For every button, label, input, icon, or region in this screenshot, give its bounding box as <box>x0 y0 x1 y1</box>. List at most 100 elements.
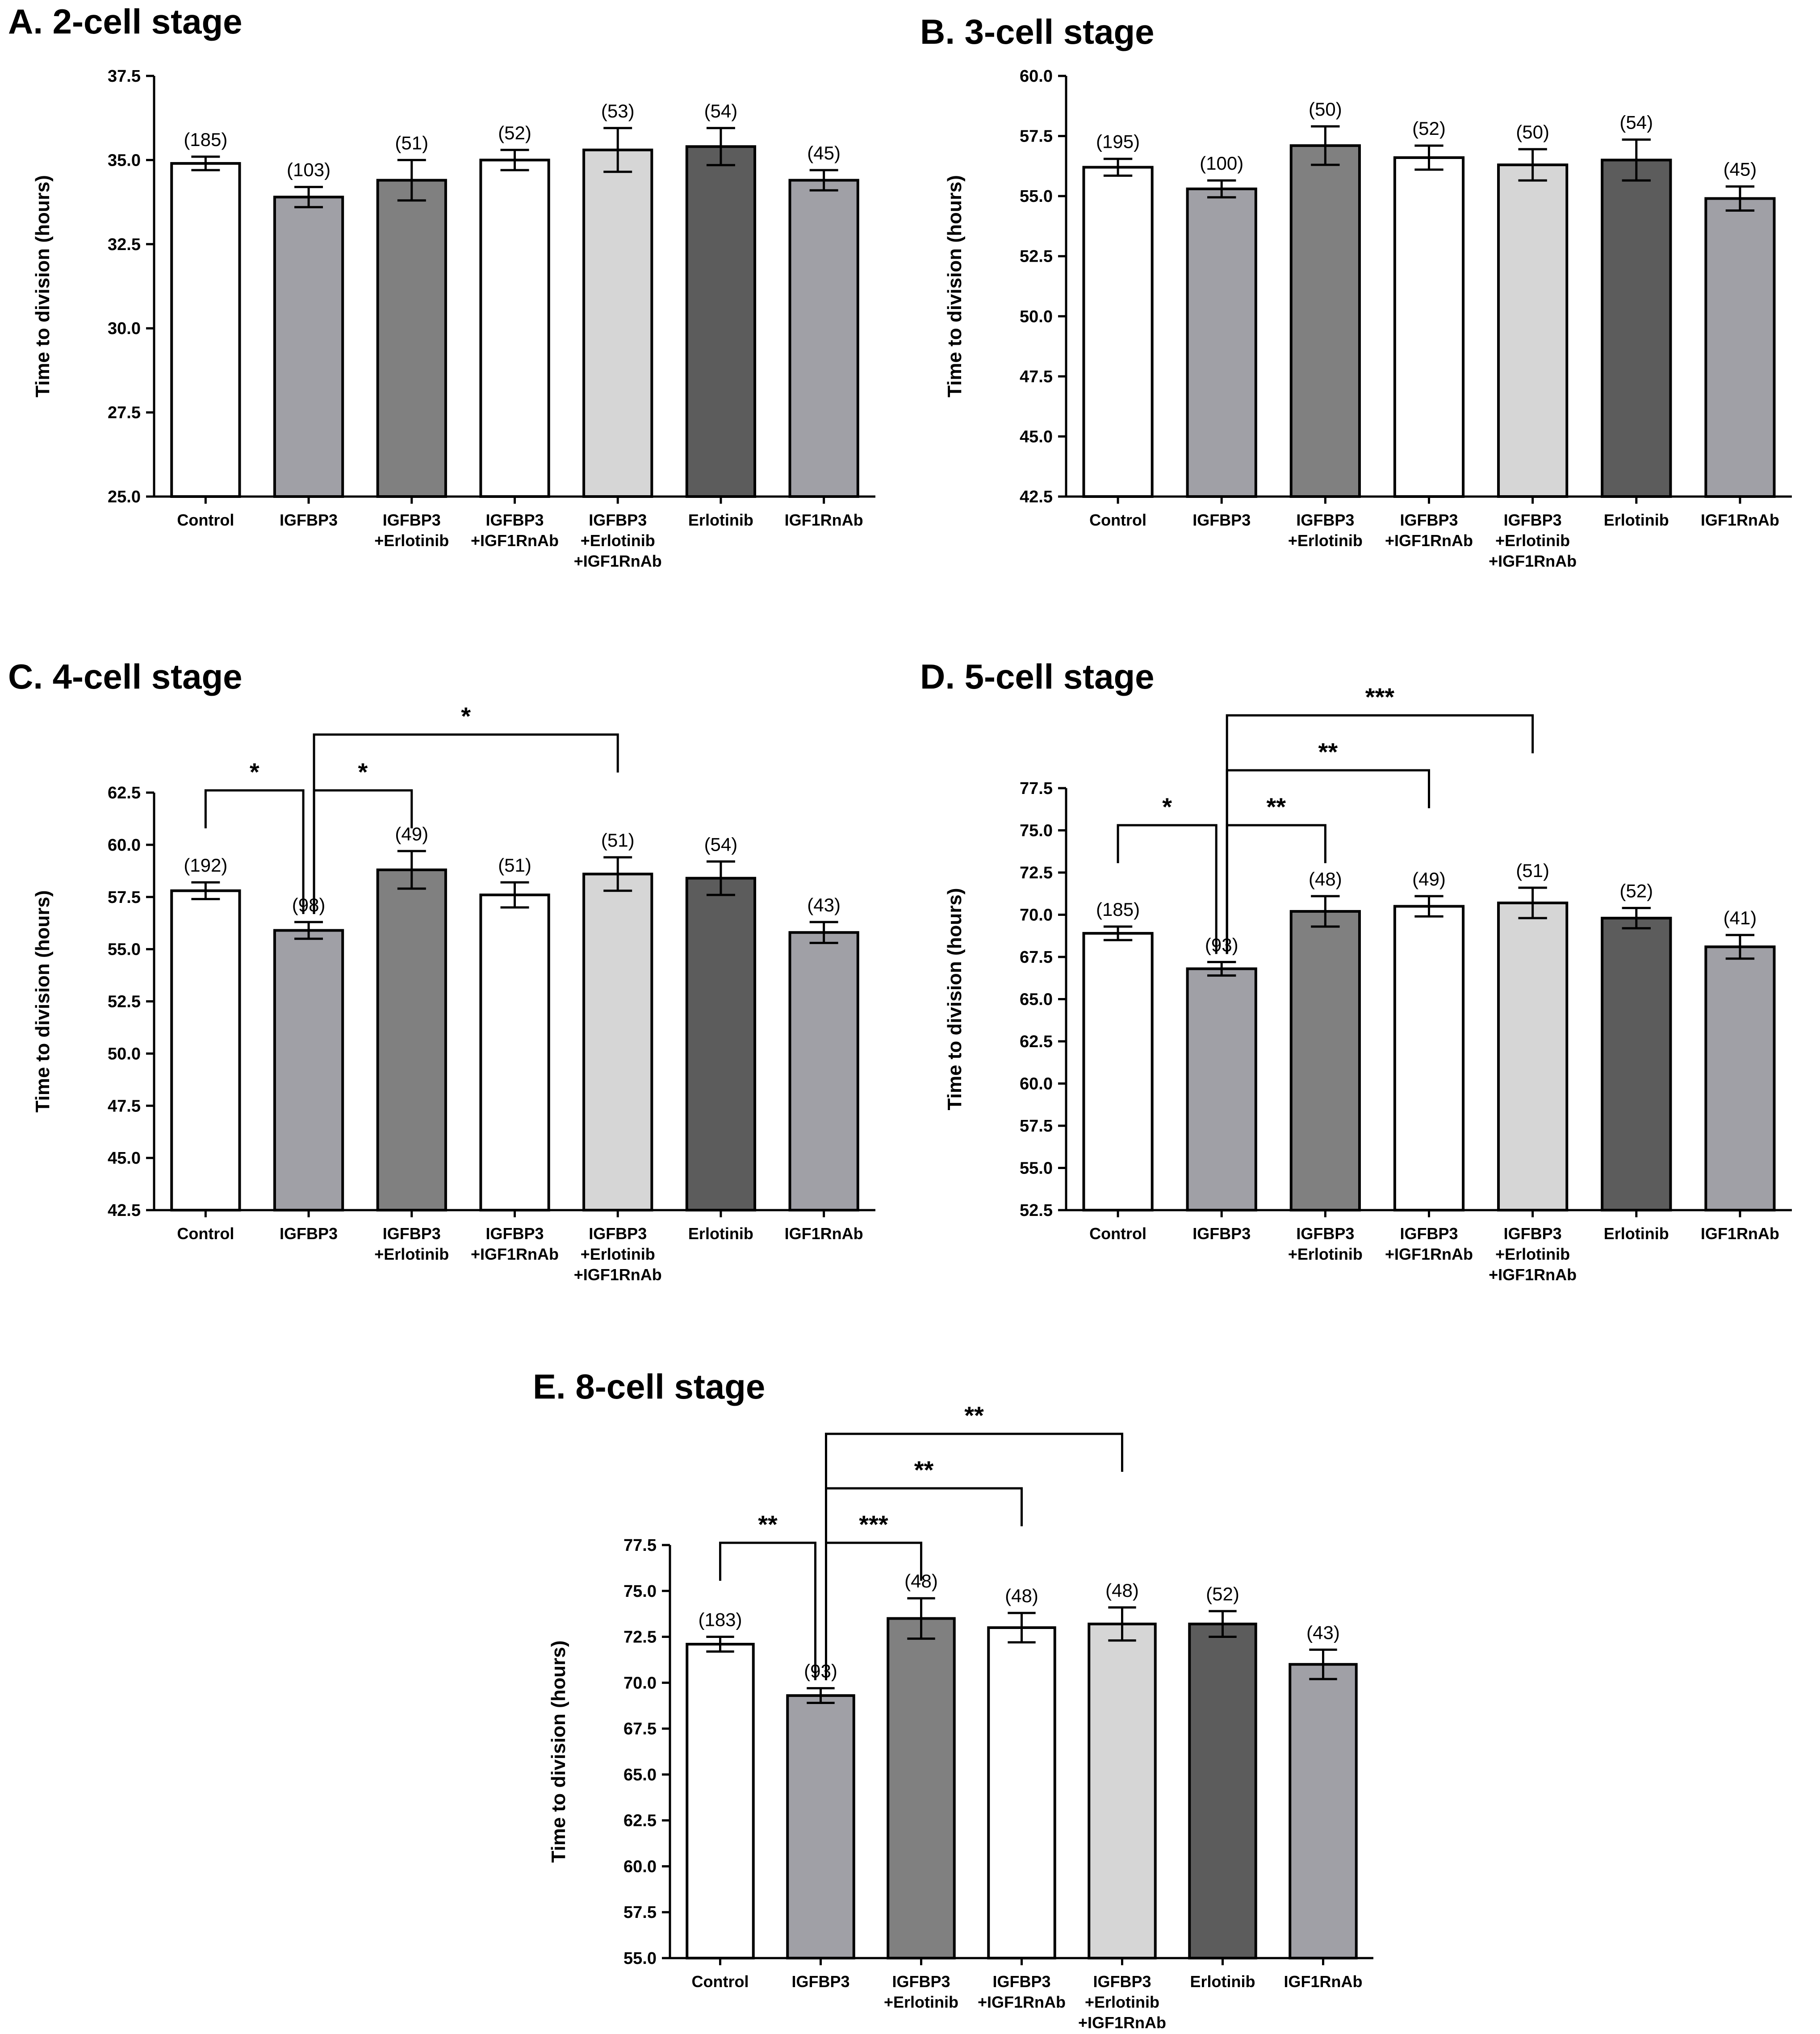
sample-size-label: (48) <box>1105 1580 1139 1601</box>
sample-size-label: (100) <box>1200 153 1243 174</box>
significance-label: ** <box>1318 738 1338 766</box>
sample-size-label: (52) <box>1619 880 1653 901</box>
y-tick-label: 75.0 <box>623 1582 657 1601</box>
y-tick-label: 60.0 <box>1020 67 1053 86</box>
y-tick-label: 32.5 <box>108 235 141 254</box>
bar <box>170 162 241 498</box>
bar <box>1289 144 1361 498</box>
y-tick-label: 72.5 <box>1020 864 1053 882</box>
panel-title: C. 4-cell stage <box>8 657 243 696</box>
bar <box>1704 197 1776 498</box>
sample-size-label: (183) <box>698 1609 742 1630</box>
y-tick-label: 42.5 <box>108 1201 141 1220</box>
significance-bracket <box>825 1433 1123 1680</box>
x-tick-label: IGFBP3 +IGF1RnAb <box>1385 511 1473 550</box>
y-tick-label: 55.0 <box>108 940 141 959</box>
significance-label: ** <box>914 1456 934 1484</box>
y-tick-label: 35.0 <box>108 151 141 170</box>
x-tick-label: IGFBP3 +Erlotinib +IGF1RnAb <box>1078 1972 1166 2032</box>
bar <box>376 179 447 498</box>
y-tick-label: 42.5 <box>1020 488 1053 506</box>
x-tick-label: IGFBP3 +IGF1RnAb <box>978 1972 1066 2011</box>
panel-title: D. 5-cell stage <box>920 657 1155 696</box>
bar <box>1393 905 1465 1211</box>
x-tick-label: Control <box>177 511 234 529</box>
y-tick-label: 30.0 <box>108 319 141 338</box>
y-tick-label: 27.5 <box>108 404 141 422</box>
sample-size-label: (50) <box>1516 121 1549 142</box>
x-tick-label: IGFBP3 +Erlotinib <box>374 511 449 550</box>
bar <box>1088 1622 1157 1960</box>
significance-label: * <box>1162 793 1172 821</box>
x-tick-label: IGF1RnAb <box>785 1224 863 1243</box>
sample-size-label: (98) <box>292 894 326 915</box>
sample-size-label: (51) <box>601 830 635 851</box>
bar <box>788 931 859 1212</box>
x-tick-label: IGFBP3 +Erlotinib +IGF1RnAb <box>1489 1224 1577 1284</box>
sample-size-label: (51) <box>395 132 428 153</box>
x-tick-label: IGFBP3 +Erlotinib <box>884 1972 958 2011</box>
y-tick-label: 62.5 <box>1020 1032 1053 1051</box>
y-tick-label: 45.0 <box>1020 427 1053 446</box>
y-tick-label: 62.5 <box>623 1812 657 1830</box>
bar <box>1289 910 1361 1211</box>
significance-label: ** <box>758 1510 778 1538</box>
bar <box>479 159 550 498</box>
panel-E: E. 8-cell stage Time to division (hours) 5… <box>533 1367 1373 2032</box>
sample-size-label: (93) <box>804 1661 837 1682</box>
x-tick-label: IGF1RnAb <box>1284 1972 1363 1991</box>
x-tick-label: IGFBP3 <box>280 511 338 529</box>
x-tick-label: IGFBP3 +Erlotinib <box>1288 511 1363 550</box>
y-tick-label: 37.5 <box>108 67 141 86</box>
significance-label: * <box>250 758 259 786</box>
sample-size-label: (43) <box>1306 1622 1340 1643</box>
x-tick-label: Erlotinib <box>1604 511 1669 529</box>
sample-size-label: (43) <box>807 894 841 915</box>
x-tick-label: IGFBP3 +Erlotinib <box>1288 1224 1363 1263</box>
bar <box>1082 166 1154 498</box>
x-tick-label: IGF1RnAb <box>1701 511 1779 529</box>
y-tick-label: 62.5 <box>108 784 141 802</box>
sample-size-label: (195) <box>1096 131 1140 152</box>
bar <box>273 929 344 1212</box>
sample-size-label: (50) <box>1309 99 1342 120</box>
bar <box>1188 1622 1257 1960</box>
x-tick-label: IGFBP3 <box>280 1224 338 1243</box>
x-tick-label: IGF1RnAb <box>785 511 863 529</box>
sample-size-label: (41) <box>1724 907 1757 928</box>
sample-size-label: (93) <box>1205 934 1238 955</box>
bar <box>686 1643 755 1959</box>
sample-size-label: (51) <box>498 855 531 876</box>
significance-bracket <box>719 1541 816 1680</box>
x-tick-label: IGFBP3 +Erlotinib +IGF1RnAb <box>574 511 662 570</box>
bar <box>685 145 757 498</box>
bar <box>887 1617 956 1959</box>
panel-title: E. 8-cell stage <box>533 1367 765 1406</box>
sample-size-label: (52) <box>1412 118 1446 139</box>
y-tick-label: 57.5 <box>1020 127 1053 146</box>
y-tick-label: 77.5 <box>623 1536 657 1555</box>
y-tick-label: 72.5 <box>623 1628 657 1647</box>
panel-A: A. 2-cell stage Time to division (hours) 2… <box>8 2 875 570</box>
significance-label: *** <box>859 1510 888 1538</box>
x-tick-label: Control <box>1089 511 1146 529</box>
x-tick-label: IGFBP3 +IGF1RnAb <box>1385 1224 1473 1263</box>
significance-label: ** <box>964 1401 984 1429</box>
bar <box>376 868 447 1211</box>
x-tick-label: IGFBP3 +Erlotinib +IGF1RnAb <box>574 1224 662 1284</box>
bar <box>582 873 653 1211</box>
x-tick-label: IGFBP3 +IGF1RnAb <box>471 1224 559 1263</box>
x-tick-label: Erlotinib <box>1604 1224 1669 1243</box>
x-tick-label: Control <box>1089 1224 1146 1243</box>
sample-size-label: (185) <box>184 129 227 150</box>
bar <box>1704 945 1776 1212</box>
x-tick-label: IGFBP3 +Erlotinib +IGF1RnAb <box>1489 511 1577 570</box>
x-tick-label: IGFBP3 <box>1192 511 1251 529</box>
sample-size-label: (54) <box>1619 112 1653 133</box>
y-tick-label: 57.5 <box>623 1903 657 1922</box>
y-axis-label: Time to division (hours) <box>32 175 54 397</box>
sample-size-label: (49) <box>1412 869 1446 890</box>
x-tick-label: IGFBP3 +IGF1RnAb <box>471 511 559 550</box>
y-tick-label: 77.5 <box>1020 779 1053 798</box>
